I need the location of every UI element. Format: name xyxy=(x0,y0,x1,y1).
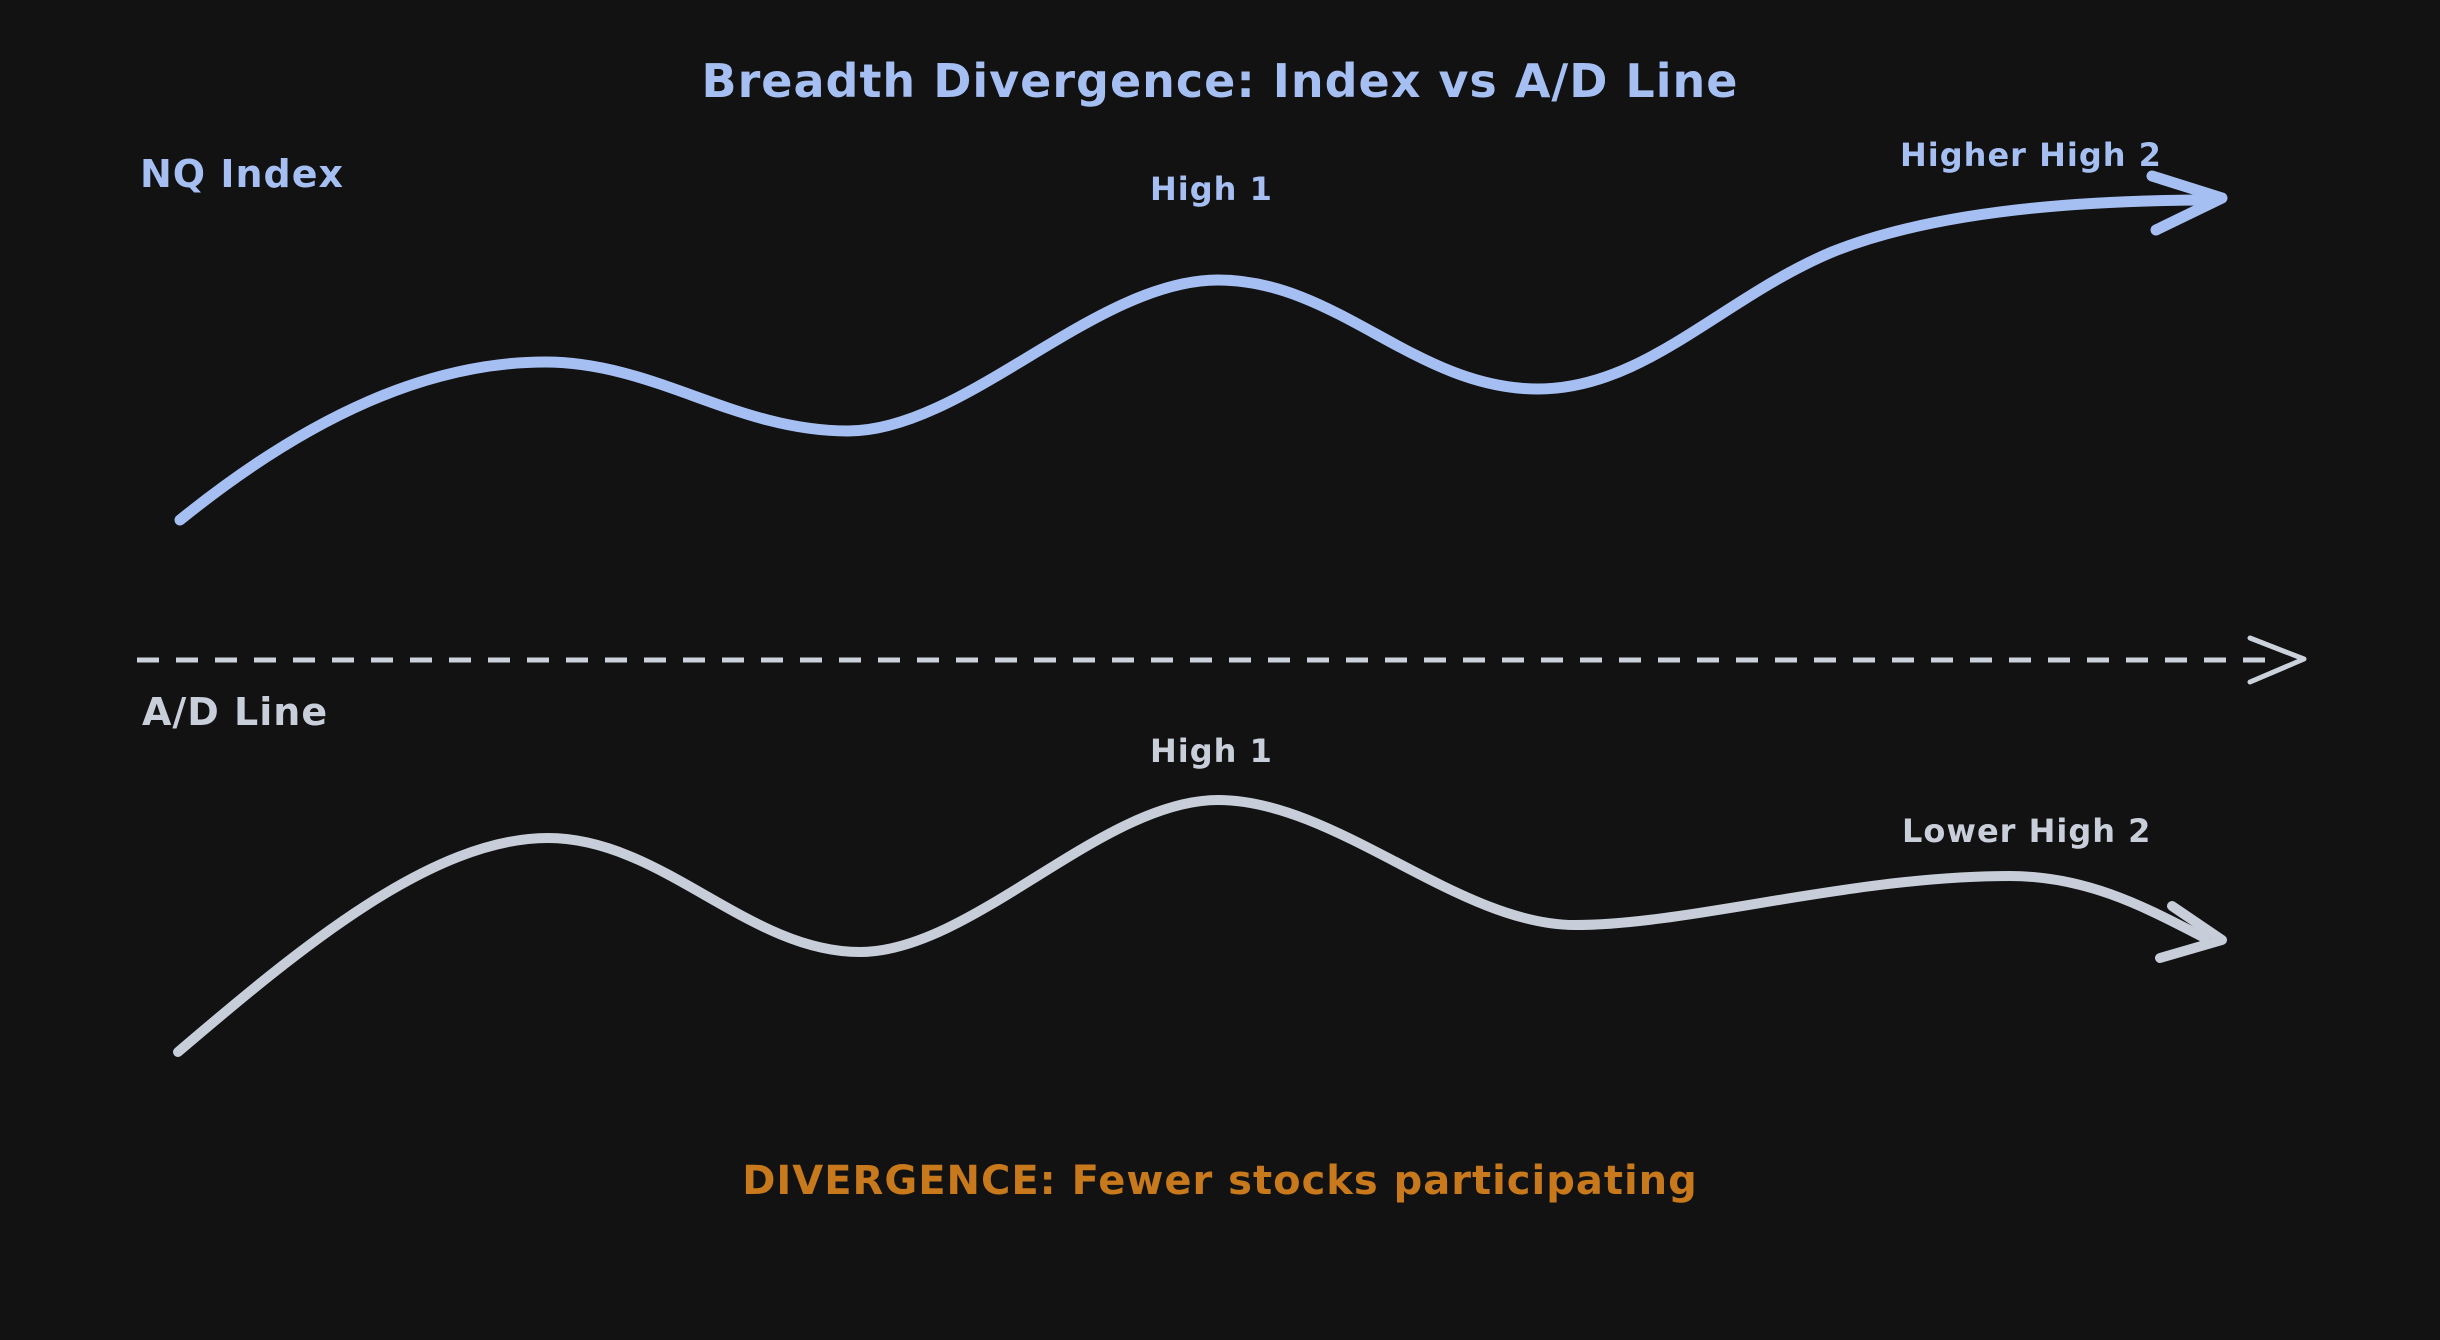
ad-line-arrowhead-icon xyxy=(2155,901,2227,963)
divergence-conclusion-text: DIVERGENCE: Fewer stocks participating xyxy=(742,1158,1698,1204)
index-high1-annotation: High 1 xyxy=(1150,170,1273,208)
ad-lower-high2-annotation: Lower High 2 xyxy=(1902,812,2152,850)
index-line-curve xyxy=(174,194,2218,526)
index-panel-label: NQ Index xyxy=(140,152,345,196)
diagram-title: Breadth Divergence: Index vs A/D Line xyxy=(701,54,1739,108)
ad-line-curve xyxy=(173,795,2210,1057)
index-higher-high2-annotation: Higher High 2 xyxy=(1900,136,2162,174)
ad-high1-annotation: High 1 xyxy=(1150,732,1273,770)
divider-arrowhead-icon xyxy=(2247,635,2307,685)
ad-panel-label: A/D Line xyxy=(142,690,329,734)
index-line-arrowhead-icon xyxy=(2146,170,2228,236)
